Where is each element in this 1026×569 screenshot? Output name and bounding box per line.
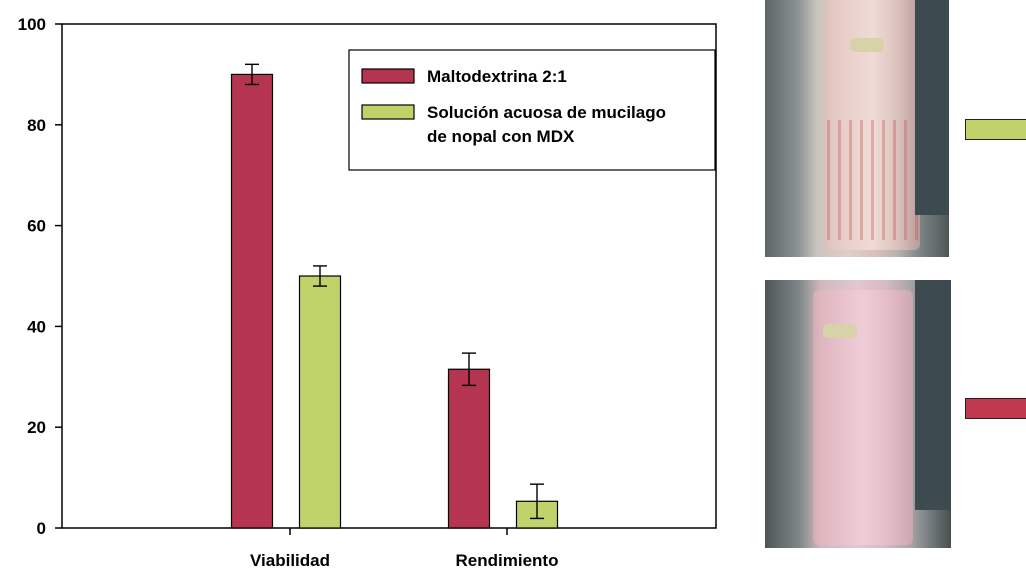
chart-legend: Maltodextrina 2:1 Solución acuosa de muci… [348,49,716,171]
legend-swatch [361,104,415,120]
chart-axes: 0 20 40 60 80 100 Viabilidad Rendimiento [18,15,717,569]
bar [230,73,274,529]
x-tick-label: Viabilidad [250,551,330,569]
legend-swatch [361,68,415,84]
legend-label: Maltodextrina 2:1 [427,67,567,86]
spray-dryer-photo-bottom [765,280,951,548]
control-panel [915,280,951,510]
bar [298,275,342,529]
y-tick-label: 80 [27,116,46,135]
red-streaks [827,120,919,240]
legend-label: Solución acuosa de mucilago [427,103,666,122]
bar-chart: 0 20 40 60 80 100 Viabilidad Rendimiento Maltod… [18,15,717,569]
y-tick-label: 40 [27,317,46,336]
y-tick-label: 100 [18,15,46,34]
control-panel [915,0,949,215]
red-series-swatch [965,398,1026,419]
buchi-label [850,38,884,52]
buchi-label [823,324,857,338]
bar [447,368,491,529]
x-tick-label: Rendimiento [456,551,559,569]
y-tick-label: 0 [37,519,46,538]
y-tick-label: 20 [27,418,46,437]
chart-bars [230,63,559,529]
spray-dryer-photo-top [765,0,949,257]
legend-label: de nopal con MDX [427,127,575,146]
green-series-swatch [965,119,1026,140]
y-tick-label: 60 [27,217,46,236]
plot-frame [61,23,717,529]
